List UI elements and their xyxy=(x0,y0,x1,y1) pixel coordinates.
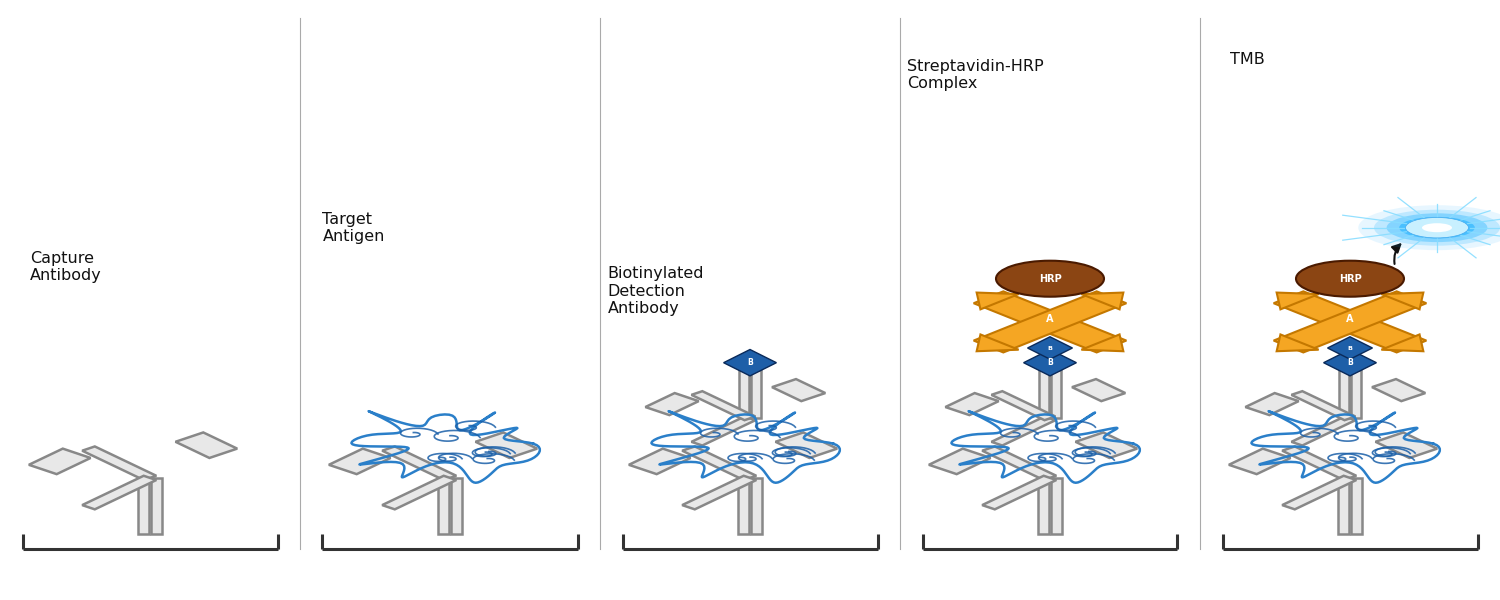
Bar xyxy=(750,370,760,418)
Polygon shape xyxy=(982,476,1056,509)
Polygon shape xyxy=(1328,337,1372,359)
Bar xyxy=(138,478,148,534)
Polygon shape xyxy=(1282,476,1356,509)
Polygon shape xyxy=(645,393,699,415)
Polygon shape xyxy=(976,334,1018,351)
Polygon shape xyxy=(992,416,1056,446)
Polygon shape xyxy=(82,446,156,480)
Bar xyxy=(1050,370,1060,418)
Bar xyxy=(452,478,462,534)
Polygon shape xyxy=(928,449,990,474)
Text: B: B xyxy=(1347,346,1353,350)
Polygon shape xyxy=(776,433,837,458)
Bar xyxy=(1040,370,1050,418)
Polygon shape xyxy=(1245,393,1299,415)
Bar xyxy=(1350,370,1360,418)
Text: Biotinylated
Detection
Antibody: Biotinylated Detection Antibody xyxy=(608,266,703,316)
Text: HRP: HRP xyxy=(1338,274,1362,284)
Polygon shape xyxy=(1082,334,1124,351)
Text: B: B xyxy=(1047,358,1053,367)
Polygon shape xyxy=(382,476,456,509)
Bar xyxy=(752,478,762,534)
Bar xyxy=(740,370,750,418)
Text: Streptavidin-HRP
Complex: Streptavidin-HRP Complex xyxy=(908,59,1044,91)
Polygon shape xyxy=(692,391,756,420)
Ellipse shape xyxy=(996,260,1104,296)
Bar xyxy=(1340,370,1350,418)
Ellipse shape xyxy=(1400,217,1474,239)
Polygon shape xyxy=(328,449,390,474)
Polygon shape xyxy=(1274,292,1426,352)
Polygon shape xyxy=(992,391,1056,420)
Polygon shape xyxy=(1376,433,1437,458)
Polygon shape xyxy=(982,446,1056,480)
Bar xyxy=(152,478,162,534)
Polygon shape xyxy=(1276,334,1318,351)
Polygon shape xyxy=(628,449,690,474)
Polygon shape xyxy=(1023,349,1077,376)
Text: Target
Antigen: Target Antigen xyxy=(322,212,386,244)
Ellipse shape xyxy=(1406,217,1468,238)
Ellipse shape xyxy=(1386,214,1488,242)
Polygon shape xyxy=(1082,293,1124,310)
Text: HRP: HRP xyxy=(1038,274,1062,284)
Text: A: A xyxy=(1047,314,1053,324)
Bar xyxy=(738,478,748,534)
Polygon shape xyxy=(1323,349,1377,376)
Ellipse shape xyxy=(1374,210,1500,246)
Polygon shape xyxy=(1292,391,1356,420)
Polygon shape xyxy=(1276,293,1318,310)
Polygon shape xyxy=(772,379,825,401)
Ellipse shape xyxy=(1296,260,1404,296)
Polygon shape xyxy=(1282,446,1356,480)
Polygon shape xyxy=(1028,337,1072,359)
Polygon shape xyxy=(28,449,90,474)
Text: A: A xyxy=(1347,314,1353,324)
Polygon shape xyxy=(974,292,1126,352)
Polygon shape xyxy=(945,393,999,415)
Polygon shape xyxy=(1274,292,1426,352)
Bar xyxy=(438,478,448,534)
Bar xyxy=(1038,478,1048,534)
Polygon shape xyxy=(976,293,1018,310)
Ellipse shape xyxy=(1422,223,1452,232)
Polygon shape xyxy=(1382,334,1423,351)
Polygon shape xyxy=(1072,379,1125,401)
Polygon shape xyxy=(1292,416,1356,446)
Polygon shape xyxy=(682,476,756,509)
Bar xyxy=(1352,478,1362,534)
Ellipse shape xyxy=(1359,205,1500,250)
Text: Capture
Antibody: Capture Antibody xyxy=(30,251,102,283)
Polygon shape xyxy=(82,476,156,509)
Text: B: B xyxy=(747,358,753,367)
Polygon shape xyxy=(1228,449,1290,474)
Polygon shape xyxy=(176,433,237,458)
Polygon shape xyxy=(682,446,756,480)
Polygon shape xyxy=(1382,293,1423,310)
Text: B: B xyxy=(1347,358,1353,367)
Bar xyxy=(1338,478,1348,534)
Polygon shape xyxy=(1076,433,1137,458)
Polygon shape xyxy=(476,433,537,458)
Text: TMB: TMB xyxy=(1230,52,1264,67)
Polygon shape xyxy=(974,292,1126,352)
Bar xyxy=(1052,478,1062,534)
Polygon shape xyxy=(382,446,456,480)
Text: B: B xyxy=(1047,346,1053,350)
Polygon shape xyxy=(723,349,777,376)
Polygon shape xyxy=(692,416,756,446)
Polygon shape xyxy=(1372,379,1425,401)
